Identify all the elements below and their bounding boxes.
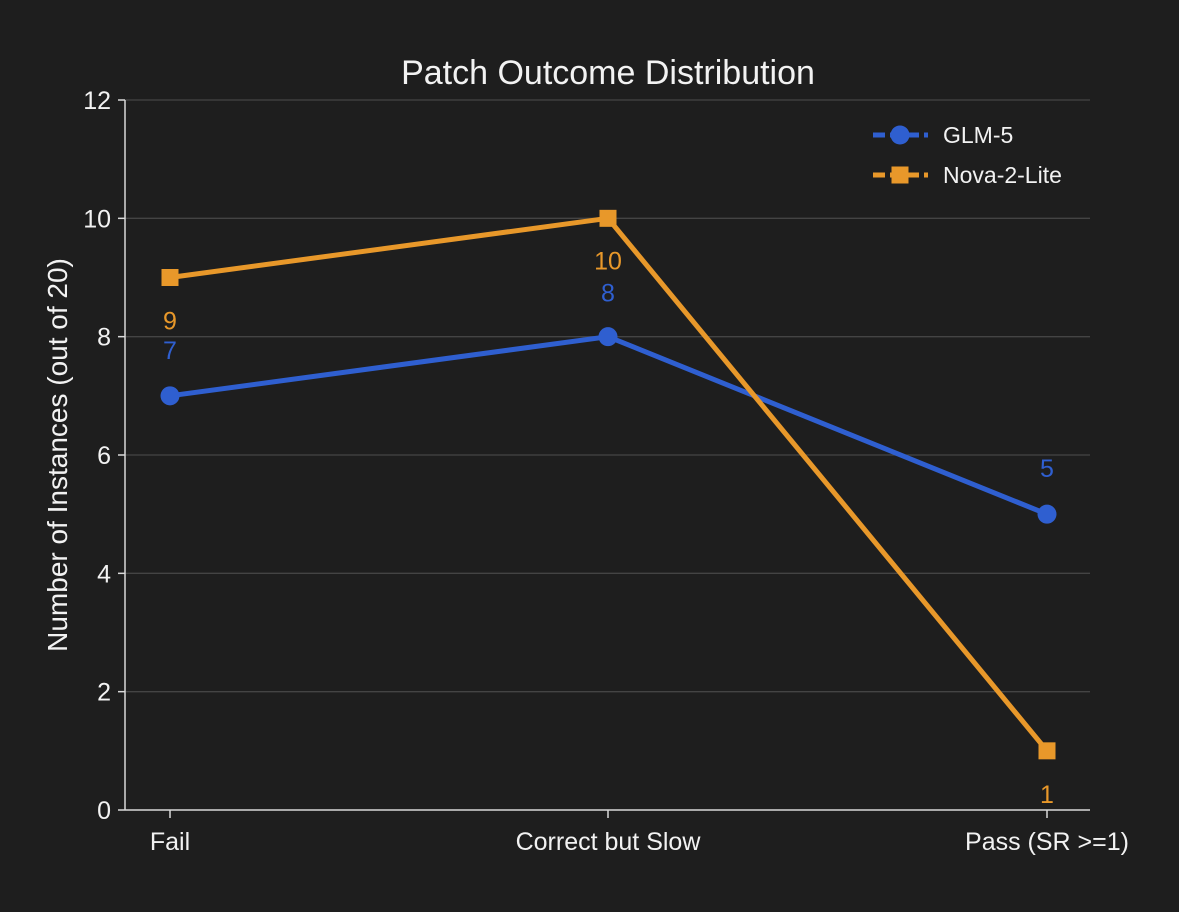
legend-marker <box>891 166 909 184</box>
x-tick-label: Fail <box>150 828 190 856</box>
y-tick-label: 0 <box>97 797 111 825</box>
data-point <box>599 209 617 227</box>
data-point <box>1038 742 1056 760</box>
data-label: 10 <box>594 247 622 275</box>
legend-marker <box>890 125 910 145</box>
series-line <box>169 334 1048 517</box>
x-tick-label: Correct but Slow <box>516 828 702 856</box>
legend-item: Nova-2-Lite <box>873 162 1062 188</box>
y-tick-label: 4 <box>97 560 111 588</box>
y-tick-label: 12 <box>83 87 111 115</box>
chart-title: Patch Outcome Distribution <box>401 54 815 92</box>
x-tick-label: Pass (SR >=1) <box>965 828 1129 856</box>
legend-label: GLM-5 <box>943 122 1013 148</box>
grid-layer <box>125 99 1090 693</box>
data-point <box>161 269 179 286</box>
data-point <box>160 386 180 406</box>
data-point <box>1037 504 1057 524</box>
data-label-layer: 7 8 5 9 10 1 <box>163 247 1054 809</box>
data-label: 1 <box>1040 781 1054 809</box>
legend: GLM-5 Nova-2-Lite <box>873 122 1062 188</box>
data-label: 5 <box>1040 455 1054 483</box>
legend-item: GLM-5 <box>873 122 1013 148</box>
data-label: 8 <box>601 280 615 308</box>
series-layer <box>160 209 1057 760</box>
legend-label: Nova-2-Lite <box>943 162 1062 188</box>
data-label: 9 <box>163 308 177 336</box>
series-nova-2-lite <box>161 209 1056 760</box>
y-axis-label: Number of Instances (out of 20) <box>42 258 73 652</box>
y-tick-label: 2 <box>97 679 111 707</box>
series-glm-5 <box>160 327 1057 524</box>
data-point <box>598 327 618 347</box>
y-tick-label: 6 <box>97 442 111 470</box>
axis-layer: 0 2 4 6 8 10 12 Fail Correct but Slow Pass (SR >=… <box>83 87 1129 856</box>
data-label: 7 <box>163 337 177 365</box>
y-tick-label: 10 <box>83 205 111 233</box>
y-tick-label: 8 <box>97 324 111 352</box>
